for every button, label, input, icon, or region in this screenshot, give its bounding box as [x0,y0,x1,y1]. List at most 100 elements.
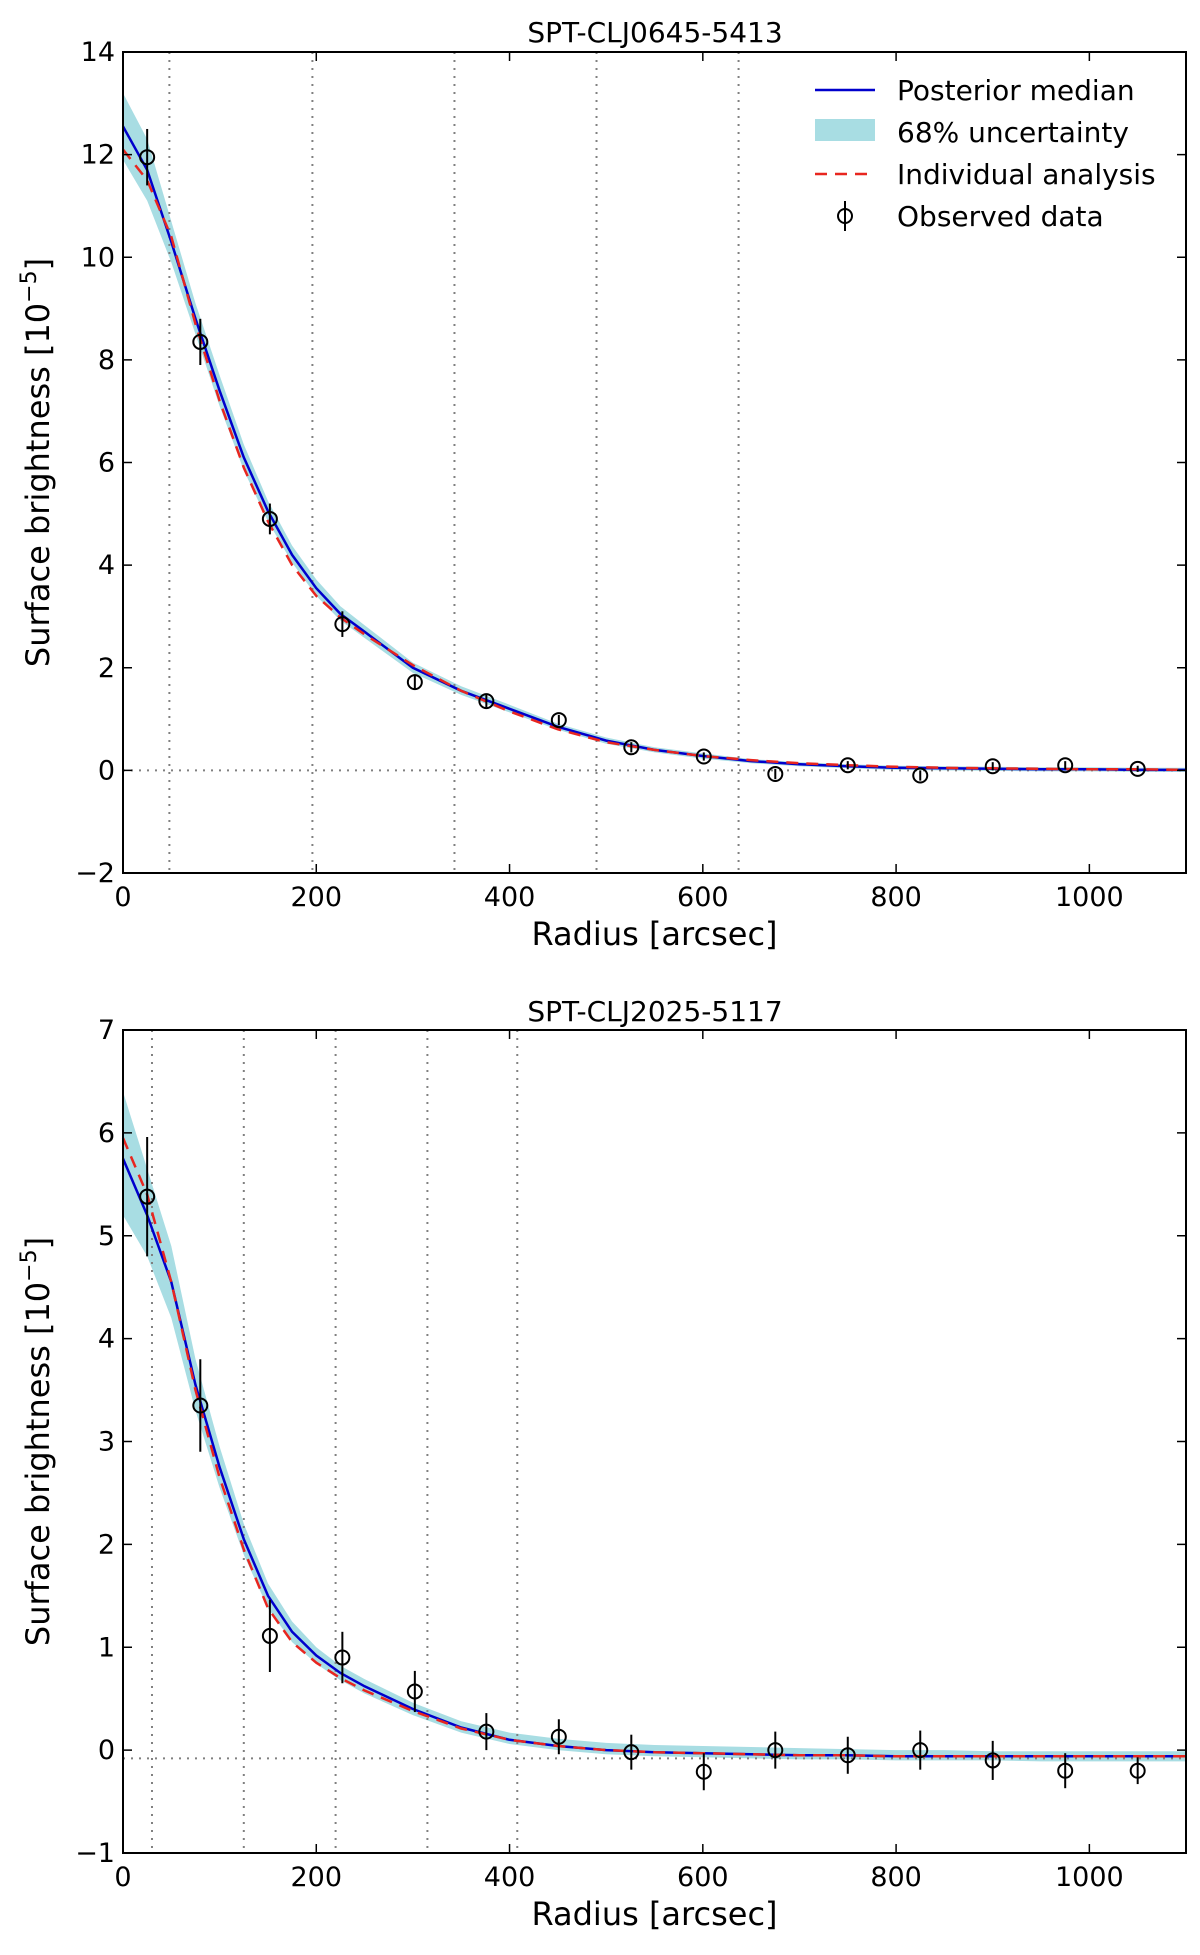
observed-data-point [478,693,495,710]
data-marker [550,1728,567,1745]
data-marker [192,1397,209,1414]
individual-analysis-line [122,148,1187,772]
observed-data-point [912,1730,929,1770]
y-tick-label: 4 [98,550,115,581]
legend-swatch-uncertainty [815,119,875,141]
x-tick-label: 800 [870,882,922,913]
x-axis-label: Radius [arcsec] [531,915,777,953]
y-tick-label: 4 [98,1324,115,1355]
y-axis-label-exponent: −5 [17,270,42,302]
posterior-median-line [121,1158,1186,1758]
chart-title: SPT-CLJ2025-5117 [527,995,782,1028]
y-axis-label-text: Surface brightness [10 [19,303,57,667]
observed-data-point [839,1736,856,1774]
y-axis-label-close: ] [19,1237,57,1249]
observed-data-point [550,712,567,729]
data-marker [695,1763,712,1780]
data-marker [767,1742,784,1759]
observed-data-point [623,739,640,756]
observed-data-point [767,1731,784,1769]
observed-data-point [406,674,423,691]
x-tick-label: 400 [484,1862,536,1893]
data-marker [1057,1762,1074,1779]
observed-data-point [406,1670,423,1713]
data-marker [406,1683,423,1700]
individual-analysis-line [121,1137,1186,1758]
y-axis-label-close: ] [19,258,57,270]
y-tick-label: 2 [98,653,115,684]
observed-data-point [1057,757,1074,774]
x-tick-label: 600 [677,882,729,913]
data-marker [984,1752,1001,1769]
x-tick-label: 800 [870,1862,922,1893]
axes-frame [122,1029,1187,1854]
chart-spt-clj0645: SPT-CLJ0645-5413 0 200 400 600 800 1000−20246… [17,16,1187,953]
legend-label-uncertainty: 68% uncertainty [897,116,1129,149]
observed-data-point [192,1359,209,1452]
y-tick-label: 14 [81,37,115,68]
data-marker [623,739,640,756]
observed-data-point [261,1599,278,1672]
uncertainty-band-layer [123,1091,1186,1762]
y-tick-label: 6 [98,1118,115,1149]
uncertainty-band [123,93,1186,772]
x-tick-label: 0 [114,882,131,913]
uncertainty-band [123,1091,1186,1762]
x-tick-label: 0 [114,1862,131,1893]
data-marker [139,1188,156,1205]
legend-label-individual-analysis: Individual analysis [897,158,1156,191]
y-tick-label: 8 [98,345,115,376]
data-marker [1129,1762,1146,1779]
y-tick-label: −2 [75,858,115,889]
observed-data-point [1129,1757,1146,1785]
y-tick-label: 2 [98,1529,115,1560]
observed-data-point [192,318,209,366]
observed-data-point [767,765,784,782]
observed-data-point [334,611,351,637]
y-tick-label: 0 [98,755,115,786]
x-tick-label: 200 [290,882,342,913]
y-tick-label: 0 [98,1735,115,1766]
observed-data-point [478,1713,495,1751]
data-marker [334,1649,351,1666]
chart-title: SPT-CLJ0645-5413 [527,16,782,49]
observed-data-point [623,1734,640,1770]
observed-data-point [334,1631,351,1684]
data-marker [139,149,156,166]
data-marker [550,712,567,729]
observed-data-point [695,1753,712,1791]
y-tick-label: 3 [98,1427,115,1458]
observed-points-layer [139,128,1146,784]
data-marker [478,1723,495,1740]
data-marker [623,1744,640,1761]
legend-label-posterior-median: Posterior median [897,74,1135,107]
x-tick-label: 200 [290,1862,342,1893]
y-tick-label: 1 [98,1632,115,1663]
observed-data-point [839,757,856,774]
observed-data-point [139,1136,156,1257]
data-marker [334,616,351,633]
data-marker [1057,757,1074,774]
observed-data-point [1129,760,1146,777]
data-marker [839,757,856,774]
data-marker [984,758,1001,775]
x-tick-label: 1000 [1055,882,1124,913]
chart-spt-clj2025: SPT-CLJ2025-5117 0 200 400 600 800 1000−10123… [17,995,1187,1933]
model-lines-layer [121,125,1187,772]
grid-layer [123,52,1186,873]
observed-data-point [984,1740,1001,1780]
data-marker [767,765,784,782]
data-marker [261,510,278,527]
y-axis-label-exponent: −5 [17,1249,42,1281]
observed-data-point [912,767,929,784]
model-lines-layer [121,1137,1186,1758]
y-tick-label: 6 [98,448,115,479]
x-axis-label: Radius [arcsec] [531,1895,777,1933]
data-marker [912,1742,929,1759]
data-marker [695,748,712,765]
legend-swatch-marker [837,208,853,224]
legend-label-observed-data: Observed data [897,200,1104,233]
